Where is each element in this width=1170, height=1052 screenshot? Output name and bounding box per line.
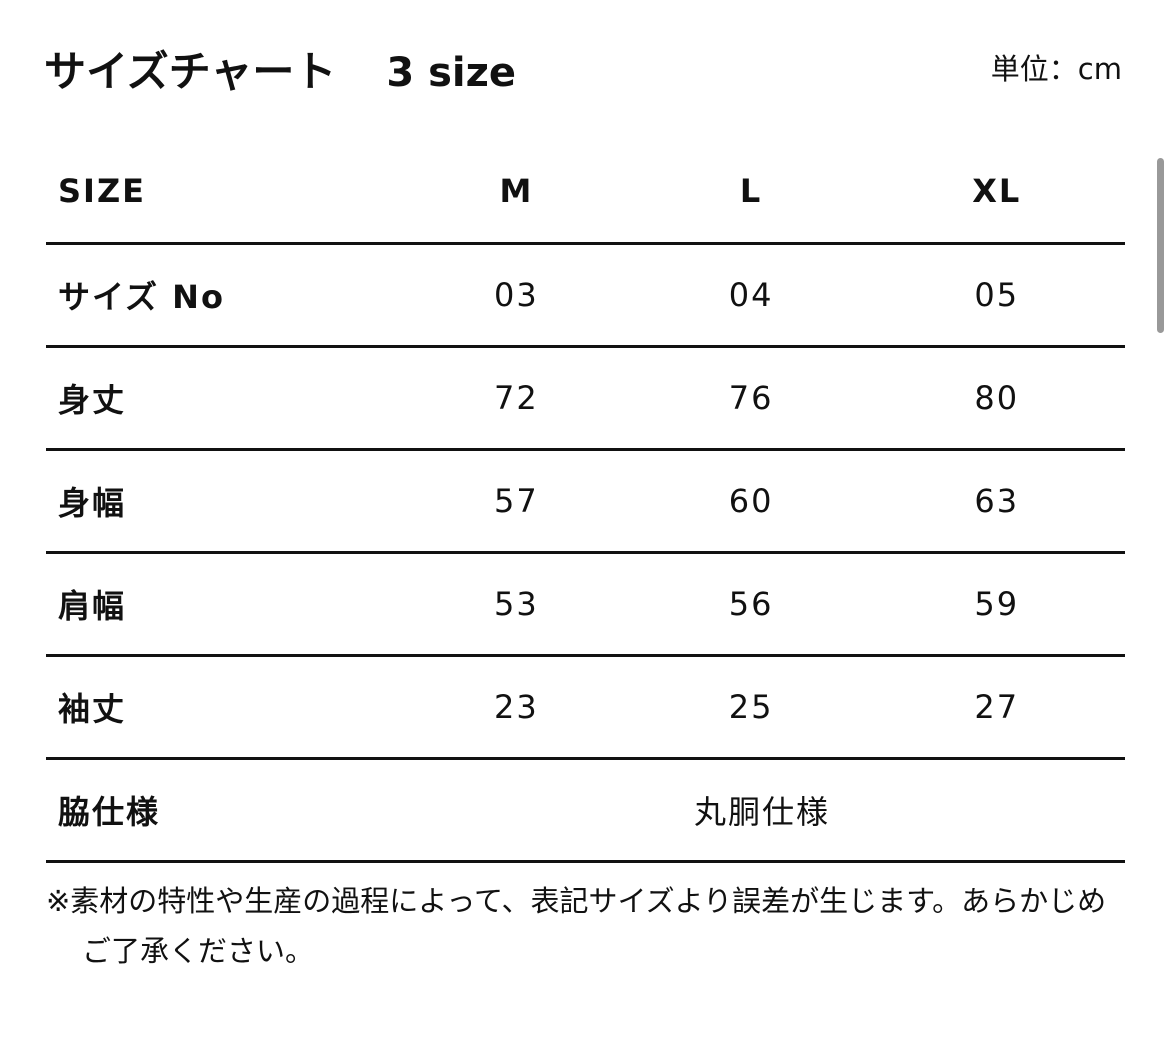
header-cell: L: [739, 172, 763, 210]
row-value: 60: [728, 482, 774, 520]
row-value: 04: [728, 276, 774, 314]
row-value: 25: [728, 688, 774, 726]
table-row: 袖丈 23 25 27: [46, 656, 1125, 759]
row-value: 27: [974, 688, 1020, 726]
row-value: 72: [494, 379, 539, 417]
table-row: 脇仕様 丸胴仕様: [46, 759, 1125, 862]
row-label: 袖丈: [58, 690, 127, 728]
table-row: 身丈 72 76 80: [46, 347, 1125, 450]
row-label: 身丈: [58, 381, 127, 419]
table-row: 身幅 57 60 63: [46, 450, 1125, 553]
note-text: ※素材の特性や生産の過程によって、表記サイズより誤差が生じます。あらかじめご了承…: [46, 884, 1107, 968]
row-value: 03: [494, 276, 539, 314]
row-value: 57: [494, 482, 539, 520]
row-value: 53: [494, 585, 539, 623]
table-row: 肩幅 53 56 59: [46, 553, 1125, 656]
header-cell: M: [499, 172, 534, 210]
size-table: SIZE M L XL サイズ No 03 04 05 身丈 72 76 80 身幅 57 60 63…: [46, 140, 1125, 863]
row-label: サイズ No: [58, 278, 225, 316]
row-label: 脇仕様: [58, 793, 161, 831]
unit-label: 単位：cm: [990, 52, 1122, 86]
row-value: 23: [494, 688, 539, 726]
header-row: SIZE M L XL: [46, 140, 1125, 244]
title-text: サイズチャート: [44, 47, 337, 96]
header-cell: XL: [972, 172, 1022, 210]
row-value: 63: [974, 482, 1020, 520]
row-value: 丸胴仕様: [693, 793, 830, 831]
scrollbar[interactable]: [1157, 158, 1164, 333]
header-cell: SIZE: [58, 172, 147, 210]
page-title: サイズチャート 3 size: [44, 38, 516, 99]
row-value: 80: [974, 379, 1020, 417]
row-value: 05: [974, 276, 1020, 314]
row-value: 59: [974, 585, 1020, 623]
row-label: 身幅: [58, 484, 127, 522]
table-row: サイズ No 03 04 05: [46, 244, 1125, 347]
row-value: 56: [728, 585, 774, 623]
row-label: 肩幅: [58, 587, 127, 625]
row-value: 76: [728, 379, 774, 417]
size-count: 3 size: [386, 50, 517, 96]
